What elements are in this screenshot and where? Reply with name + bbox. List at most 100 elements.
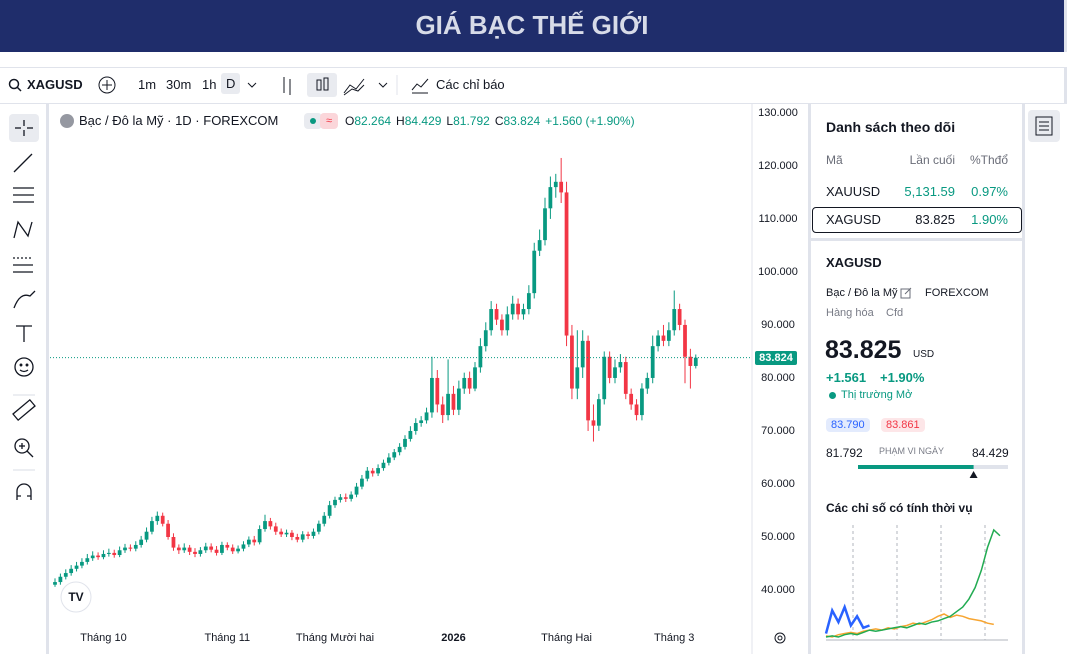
indicator-icon[interactable] (410, 76, 430, 94)
candle-body (155, 515, 160, 522)
candle-body (688, 356, 693, 366)
candle-body (370, 470, 375, 474)
candle-body (290, 532, 294, 537)
candle-body (473, 367, 477, 389)
add-symbol[interactable] (98, 76, 116, 94)
watchlist-row[interactable]: XAUUSD 5,131.59 0.97% (826, 184, 1008, 202)
candle-body (101, 553, 106, 558)
candle-body (63, 573, 68, 577)
candle-body (133, 544, 138, 549)
seasonal-line (825, 528, 1001, 638)
candle-body (672, 309, 677, 331)
legend-value: 83.824 (503, 114, 541, 128)
bid: 83.790 (826, 418, 870, 432)
candle-body (220, 544, 224, 553)
candle-body (413, 423, 418, 431)
candle-body (478, 346, 483, 368)
candle-body (500, 319, 504, 331)
seasonal-title: Các chỉ số có tính thời vụ (826, 501, 973, 515)
settings-icon[interactable] (774, 632, 786, 644)
candle-body (263, 521, 267, 530)
candle-body (322, 515, 327, 524)
last-price-label: 83.824 (755, 351, 797, 365)
y-tick-label: 40.000 (761, 584, 795, 596)
legend-pills[interactable]: ≈ (304, 113, 338, 129)
candle-body (516, 303, 520, 315)
y-tick-label: 70.000 (761, 425, 795, 437)
candle-body (123, 547, 127, 551)
candle-body (166, 523, 170, 537)
candle-body (559, 181, 564, 193)
candle-body (467, 377, 472, 389)
details-category: Hàng hóa (826, 307, 874, 319)
candle-body (214, 549, 219, 553)
candle-body (381, 462, 386, 469)
row-symbol: XAUUSD (826, 184, 881, 199)
candle-body (446, 393, 450, 416)
row-price: 5,131.59 (904, 184, 955, 199)
x-tick-label: Tháng 10 (80, 632, 126, 644)
watchlist-row-selected[interactable]: XAGUSD 83.825 1.90% (812, 207, 1022, 233)
candle-body (311, 531, 316, 536)
candle-body (602, 356, 607, 400)
row-change: 1.90% (971, 212, 1008, 227)
y-tick-label: 130.000 (758, 107, 798, 119)
candle-body (112, 552, 117, 556)
candle-body (618, 362, 623, 368)
candle-body (494, 309, 499, 320)
interval[interactable]: 1h (202, 77, 217, 92)
candle-body (408, 430, 413, 439)
candle-body (613, 367, 617, 378)
indicators-button[interactable]: Các chỉ báo (436, 77, 505, 92)
interval[interactable]: 1m (138, 77, 157, 92)
details-change: +1.561 (826, 370, 867, 385)
icon-column (1025, 104, 1067, 654)
candle-body (661, 335, 666, 341)
candle-body (656, 335, 660, 347)
watchlist-icon[interactable] (1028, 110, 1060, 142)
column-header: Mã (826, 153, 843, 167)
seasonal-dividers (852, 525, 986, 640)
candle-body (677, 309, 682, 325)
column-header: Lần cuối (909, 153, 955, 167)
y-tick-label: 90.000 (761, 319, 795, 331)
candle-body (300, 534, 305, 540)
candle-body (693, 357, 698, 366)
toolbar-icons[interactable] (244, 73, 404, 97)
candle-body (607, 356, 612, 378)
candle-body (354, 486, 359, 495)
y-tick-label: 100.000 (758, 266, 798, 278)
candle-body (117, 550, 122, 556)
watchlist-panel (811, 104, 1022, 238)
candle-body (343, 497, 348, 499)
candle-body (397, 446, 402, 453)
candle-body (144, 531, 149, 540)
candle-body (268, 521, 273, 527)
candle-body (543, 208, 547, 241)
external-link[interactable] (900, 287, 912, 299)
candle-body (198, 550, 203, 554)
tv-logo[interactable]: TV (60, 581, 92, 613)
candle-body (462, 377, 467, 389)
ask: 83.861 (881, 418, 925, 432)
candle-body (403, 438, 407, 447)
legend-value: 81.792 (453, 114, 490, 128)
y-tick-label: 50.000 (761, 531, 795, 543)
interval-active[interactable]: D (221, 73, 241, 94)
status-dot (829, 392, 836, 399)
legend-value: 82.264 (354, 114, 392, 128)
x-tick-label: Tháng Hai (541, 632, 592, 644)
candle-body (182, 547, 187, 551)
candle-body (548, 187, 553, 209)
candle-body (386, 457, 391, 463)
drawing-tools[interactable] (9, 114, 39, 500)
interval[interactable]: 30m (166, 77, 192, 92)
candle-body (580, 340, 585, 368)
symbol[interactable]: XAGUSD (27, 77, 83, 92)
candle-body (537, 240, 542, 251)
legend-change: +1.560 (+1.90%) (545, 114, 635, 128)
details-currency: USD (913, 349, 935, 360)
candle-body (160, 515, 165, 524)
search-icon[interactable] (8, 78, 22, 92)
